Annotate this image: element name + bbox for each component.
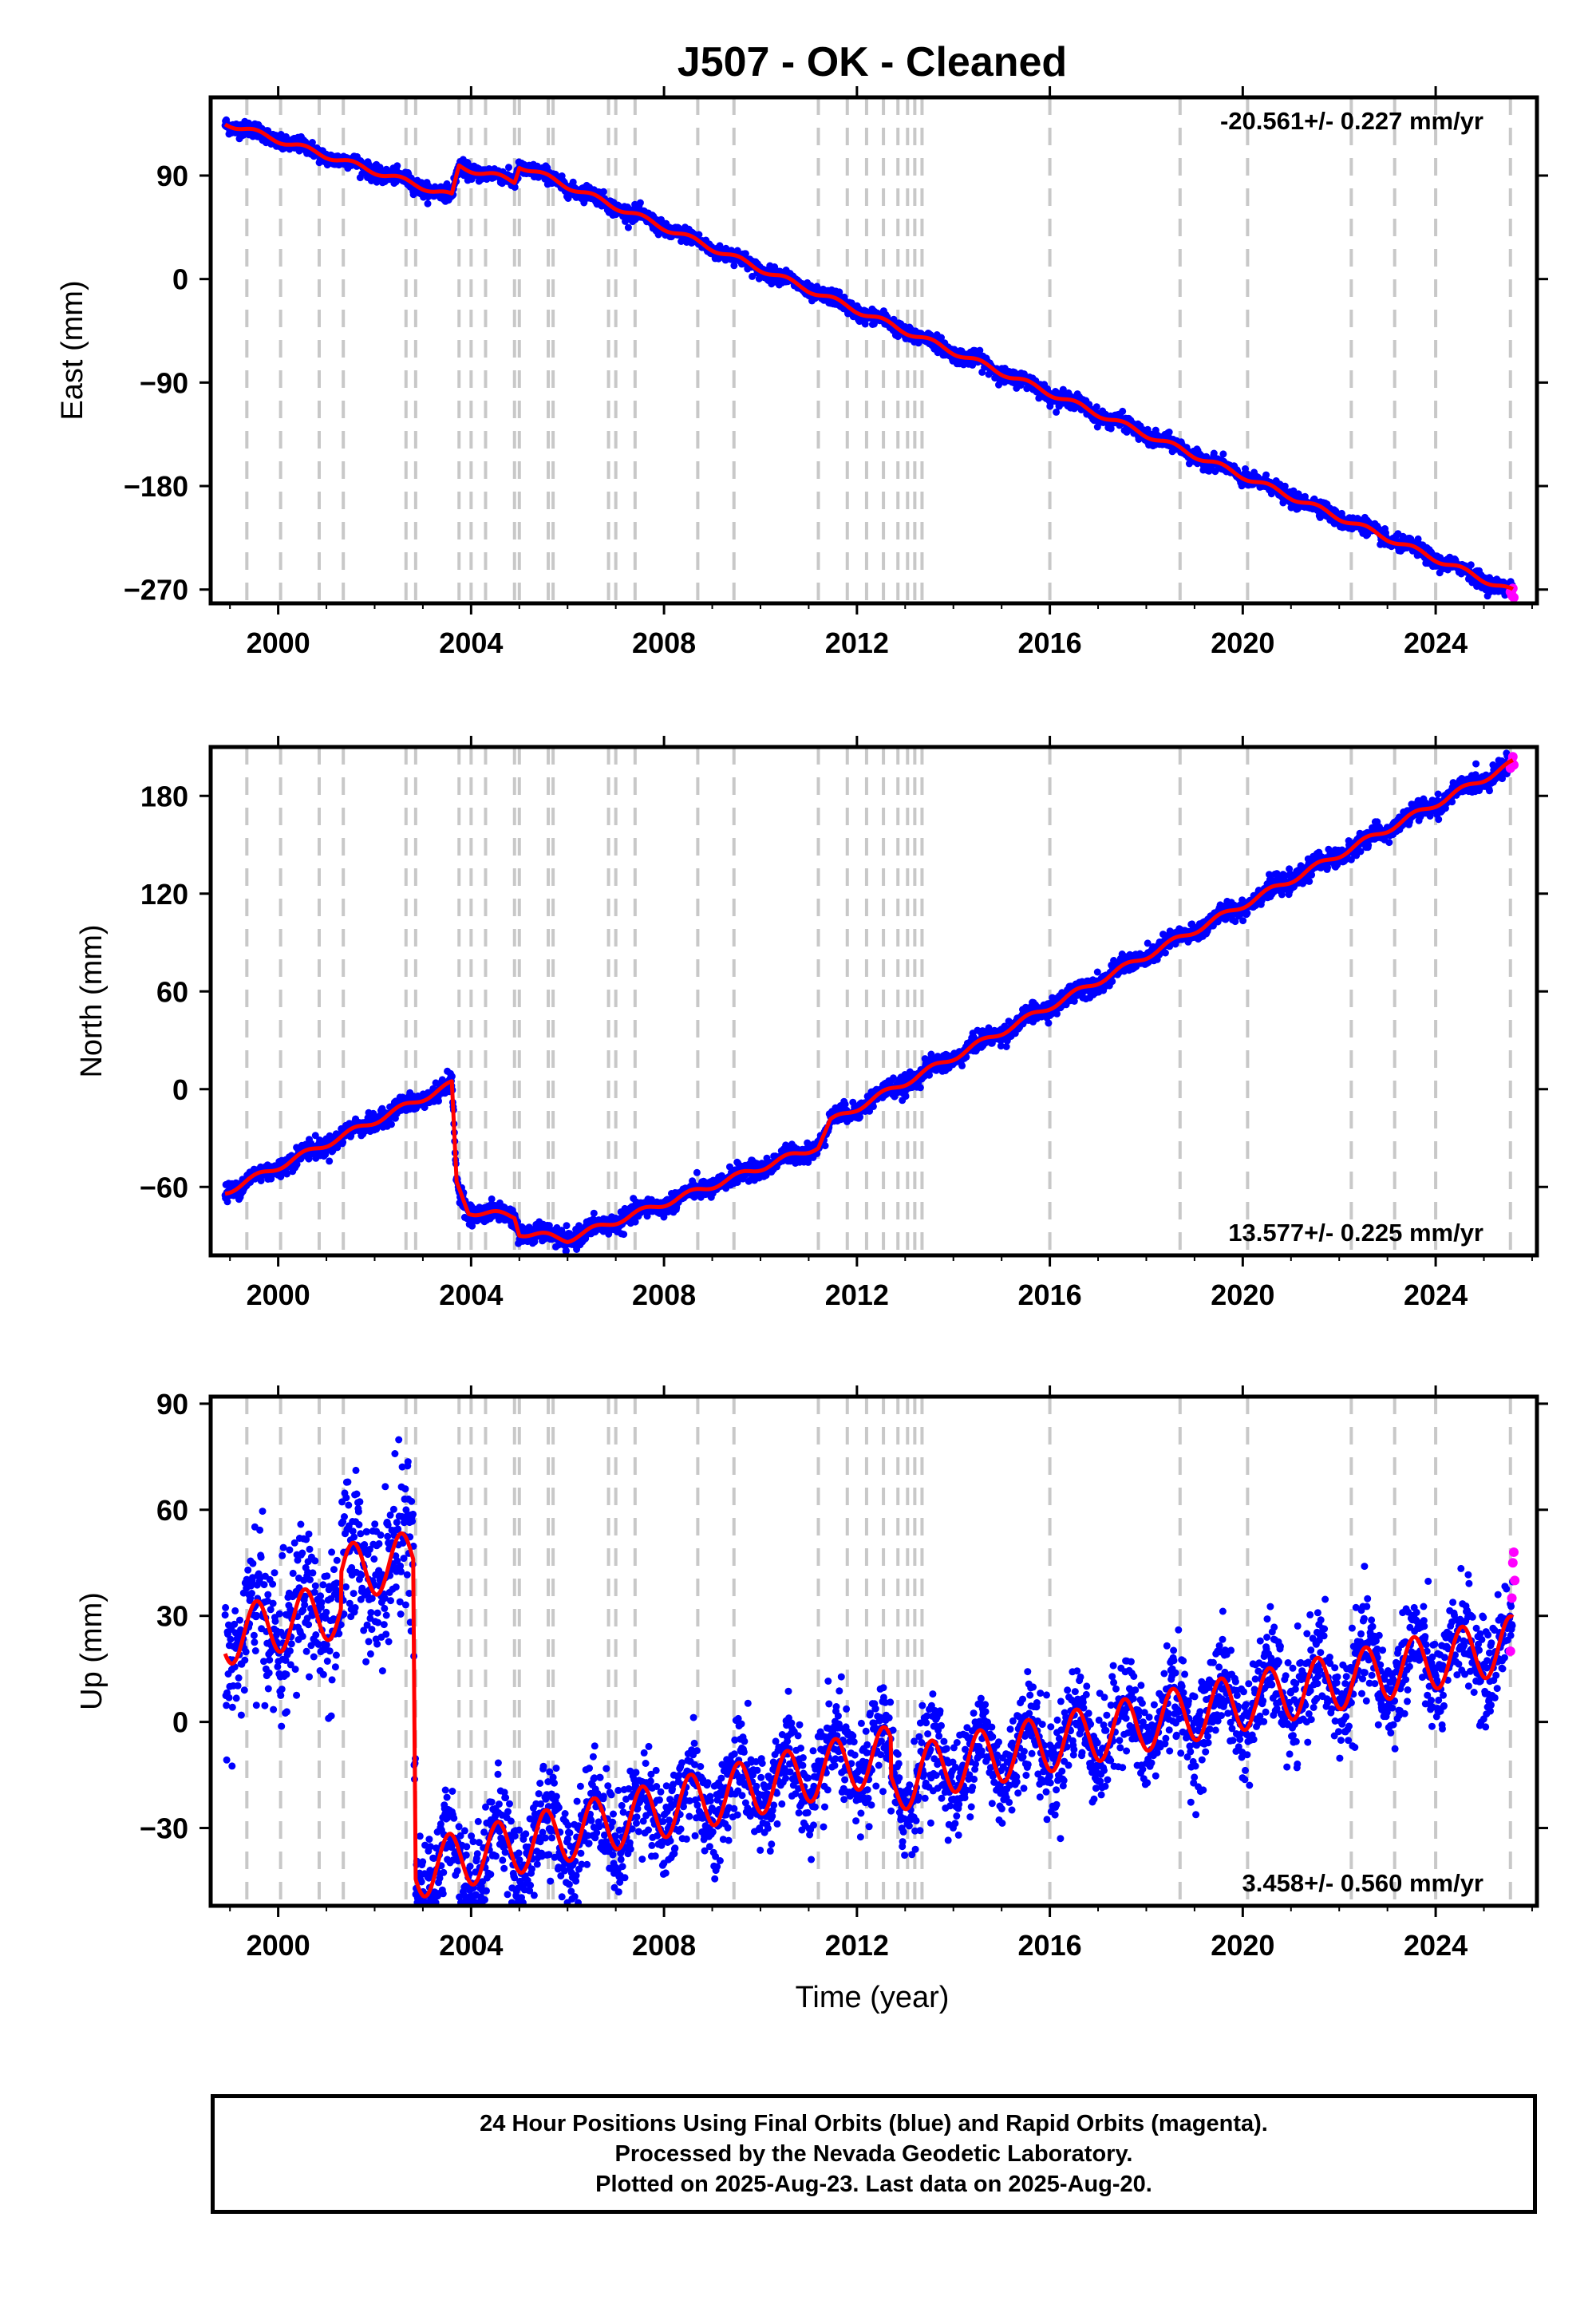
x-tick-label: 2008 <box>632 626 696 659</box>
chart-title: J507 - OK - Cleaned <box>678 39 1067 85</box>
x-tick-label: 2024 <box>1404 626 1468 659</box>
data-point <box>488 1195 496 1203</box>
data-point <box>590 1209 598 1217</box>
data-point <box>308 139 316 146</box>
x-tick-label: 2016 <box>1018 626 1082 659</box>
data-point <box>599 188 607 196</box>
data-point <box>388 1120 395 1128</box>
data-point <box>1219 450 1227 458</box>
velocity-annotation: -20.561+/- 0.227 mm/yr <box>1220 107 1483 135</box>
data-point <box>511 184 519 192</box>
y-tick-label: 90 <box>156 160 188 192</box>
data-point <box>563 1222 571 1230</box>
north-panel: 2000 2004 2008 2012 2016 2020 2024−60060120180… <box>75 736 1548 1311</box>
x-tick-label: 2004 <box>439 626 503 659</box>
data-point <box>563 1247 570 1255</box>
data-point <box>424 200 432 207</box>
data-point <box>505 164 512 172</box>
data-point <box>1467 561 1475 569</box>
y-axis-label: East (mm) <box>56 280 89 420</box>
data-point <box>1119 407 1127 415</box>
y-tick-label: −180 <box>124 470 188 503</box>
data-point <box>569 178 577 186</box>
y-tick-label: 0 <box>172 263 188 296</box>
data-point <box>448 1073 456 1081</box>
data-point <box>326 1157 334 1165</box>
x-tick-label: 2020 <box>1211 626 1274 659</box>
east-panel: 2000 2004 2008 2012 2016 2020 2024 −270 −180 −90 0… <box>56 86 1548 659</box>
data-point <box>1165 429 1173 436</box>
data-point <box>636 199 644 207</box>
y-tick-label: −90 <box>140 366 188 399</box>
data-point <box>393 162 401 170</box>
data-point <box>624 223 632 231</box>
x-tick-label: 2012 <box>825 626 889 659</box>
data-point <box>693 1168 701 1176</box>
data-point <box>564 195 572 202</box>
data-point <box>1262 471 1270 479</box>
data-point <box>1092 403 1100 411</box>
rapid-orbit-point <box>1508 592 1519 603</box>
y-tick-label: −270 <box>124 574 188 607</box>
data-point <box>435 1097 442 1105</box>
data-point <box>620 1231 628 1239</box>
x-tick-label: 2000 <box>247 626 310 659</box>
